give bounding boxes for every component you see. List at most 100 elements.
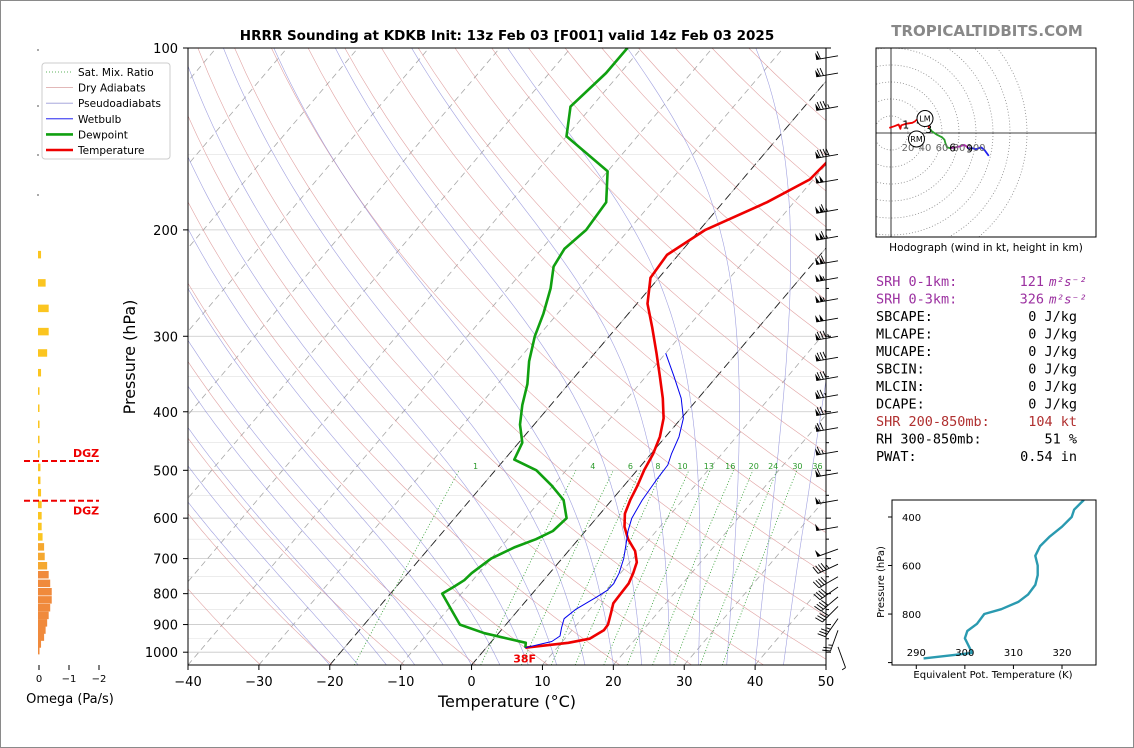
theta-x-tick-label: 310 [1004, 648, 1023, 659]
wind-barb [815, 351, 839, 362]
mixing-ratio-label: 4 [590, 462, 595, 471]
stat-value: 0 J/kg [1028, 379, 1077, 395]
hodo-ring-label: 40 [919, 143, 932, 154]
barb-staff [816, 394, 839, 400]
barb-staff [816, 335, 839, 341]
x-tick-label: −20 [316, 675, 343, 690]
omega-bar [38, 579, 51, 588]
barb-pennant [815, 354, 820, 362]
dry-adiabat-line [188, 361, 477, 665]
stat-value: 0 J/kg [1028, 327, 1077, 343]
wind-barb [815, 175, 839, 184]
barb-full [819, 406, 824, 415]
wind-barb [815, 204, 839, 214]
barb-pennant [815, 523, 820, 531]
barb-full [819, 389, 824, 398]
wind-barb [815, 255, 839, 266]
stat-unit: m²s⁻² [1048, 274, 1087, 289]
wind-barb [815, 371, 839, 381]
moist-adiabat-line [188, 228, 501, 665]
omega-bar [38, 640, 42, 648]
x-tick-label: 50 [818, 675, 835, 690]
barb-full [812, 581, 820, 589]
mixing-ratio-label: 8 [655, 462, 660, 471]
wind-barb [815, 67, 839, 78]
stat-label: MUCAPE: [876, 344, 933, 360]
barb-staff [816, 260, 839, 266]
wind-barb [822, 630, 839, 652]
barb-pennant [815, 233, 820, 241]
isotherm-line [188, 48, 430, 333]
dry-adiabat-line [188, 588, 261, 665]
y-axis-title: Pressure (hPa) [120, 300, 139, 415]
moist-adiabat-line [188, 427, 387, 665]
stat-label: MLCIN: [876, 379, 925, 395]
wind-barbs [812, 51, 846, 671]
theta-y-tick-label: 400 [902, 513, 921, 524]
wind-barb [817, 618, 839, 638]
barb-staff [816, 55, 839, 61]
y-tick-label: 1000 [145, 646, 178, 661]
barb-staff [816, 356, 839, 362]
mixing-ratio-label: 10 [677, 462, 687, 471]
stat-value: 0 J/kg [1028, 309, 1077, 325]
barb-full [820, 588, 828, 595]
legend-label: Wetbulb [78, 114, 122, 126]
wind-barb [815, 468, 839, 478]
profile-temperature-line [525, 160, 826, 649]
omega-bar [38, 476, 41, 485]
barb-staff [816, 450, 839, 456]
omega-bar [38, 304, 49, 313]
omega-bar [38, 561, 48, 570]
wind-barb [813, 586, 839, 600]
stat-label: MLCAPE: [876, 327, 933, 343]
barb-pennant [819, 294, 824, 302]
x-axis-title: Temperature (°C) [437, 692, 576, 711]
wind-barb [815, 231, 839, 241]
barb-half [827, 104, 830, 109]
barb-full [820, 628, 829, 633]
dry-adiabat-line [307, 48, 826, 575]
barb-pennant [815, 295, 820, 303]
dry-adiabat-line [381, 48, 826, 493]
barb-pennant [815, 206, 820, 214]
zero-isotherm-line [471, 247, 826, 665]
wind-barb [815, 606, 839, 623]
moist-adiabat-line [188, 501, 331, 665]
barb-pennant [815, 469, 820, 477]
omega-bar [38, 488, 42, 497]
mixing-ratio-line [673, 470, 754, 665]
barb-staff [816, 298, 839, 303]
legend: Sat. Mix. Ratio Dry Adiabats Pseudoadiabat… [41, 62, 171, 160]
legend-label: Sat. Mix. Ratio [78, 67, 154, 79]
barb-staff [816, 526, 839, 532]
barb-full [819, 352, 824, 361]
barb-pennant [819, 175, 824, 183]
isotherm-line [188, 48, 713, 665]
wind-barb [814, 596, 839, 612]
barb-full [816, 51, 821, 60]
barb-staff [816, 427, 839, 432]
barb-full [820, 204, 826, 212]
isotherm-line [188, 48, 359, 249]
dry-adiabat-line [188, 513, 333, 665]
dry-adiabat-line [344, 48, 826, 534]
legend-label: Temperature [77, 145, 145, 157]
omega-bar [38, 611, 49, 620]
barb-pennant [819, 232, 824, 240]
barb-full [819, 371, 824, 380]
omega-bar [38, 543, 45, 551]
legend-label: Dewpoint [78, 129, 128, 141]
barb-full [815, 592, 823, 599]
barb-half [824, 392, 827, 398]
stat-unit: m²s⁻² [1048, 292, 1087, 307]
wind-barb [815, 273, 839, 282]
barb-full [816, 372, 821, 380]
omega-x-tick-label: 0 [36, 674, 42, 685]
theta-x-tick-label: 300 [955, 648, 974, 659]
barb-full [822, 351, 827, 360]
moist-adiabat-line [223, 48, 586, 665]
legend-box [41, 62, 171, 160]
barb-pennant [815, 496, 820, 504]
